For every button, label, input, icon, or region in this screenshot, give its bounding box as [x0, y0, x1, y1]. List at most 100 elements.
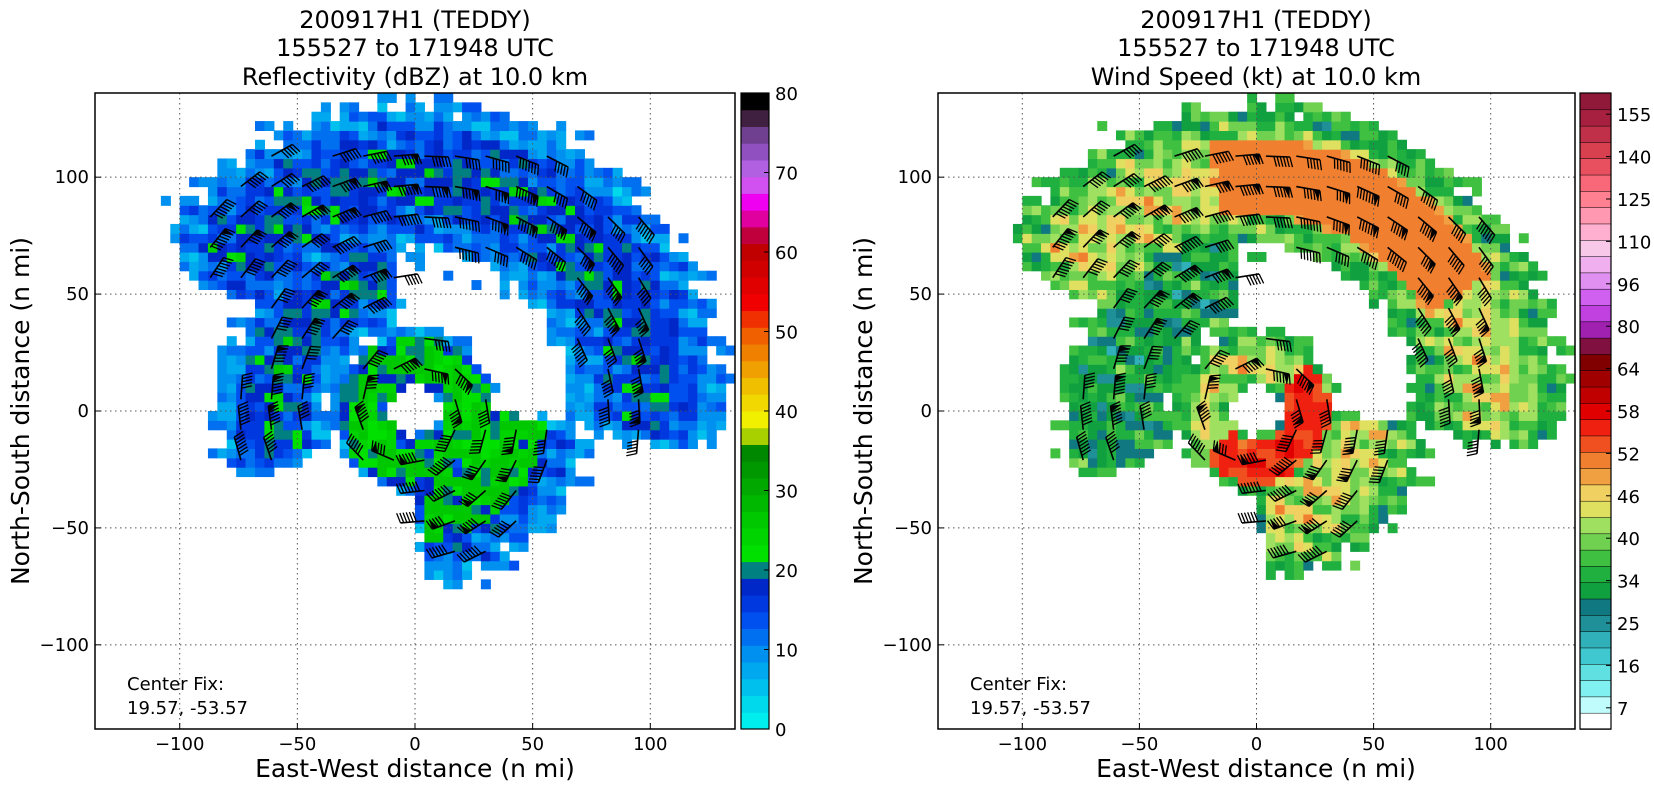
field-cell — [631, 280, 642, 291]
wind-barb-feather — [1114, 378, 1126, 383]
wind-barb-shaft — [1204, 296, 1227, 309]
field-cell — [697, 411, 708, 421]
field-cell — [1340, 177, 1351, 188]
field-cell — [1509, 280, 1520, 291]
field-cell — [1406, 467, 1417, 478]
wind-barb-feather — [614, 297, 623, 307]
wind-barb-feather — [1196, 207, 1204, 217]
field-cell — [603, 345, 614, 356]
field-cell — [302, 317, 313, 328]
wind-barb-shaft — [301, 233, 323, 248]
wind-barb-shaft — [515, 246, 538, 261]
field-cell — [433, 382, 444, 393]
field-cell — [1350, 532, 1361, 543]
field-cell — [1209, 354, 1220, 365]
wind-barb-feather — [560, 262, 567, 273]
field-cell — [198, 261, 209, 272]
field-cell — [320, 270, 331, 281]
field-cell — [1219, 139, 1229, 150]
field-cell — [1181, 195, 1192, 206]
wind-barb-feather — [316, 236, 326, 245]
wind-barb-feather — [259, 171, 269, 179]
field-cell — [1293, 177, 1304, 188]
field-cell — [367, 401, 378, 412]
field-cell — [320, 121, 331, 132]
wind-barb-feather — [1182, 300, 1193, 308]
wind-barb-shaft — [1075, 436, 1084, 461]
field-cell — [1303, 130, 1314, 141]
wind-barb — [332, 177, 362, 193]
wind-barb-feather — [1127, 205, 1137, 214]
wind-barb — [301, 345, 321, 370]
field-cell — [198, 280, 209, 291]
wind-barb-feather — [1128, 147, 1137, 156]
field-cell — [405, 373, 416, 384]
wind-barb-feather — [635, 354, 645, 362]
field-cell — [198, 177, 209, 188]
field-cell — [1406, 261, 1417, 272]
wind-barb-feather — [471, 251, 474, 262]
field-cell — [499, 485, 510, 496]
wind-barb — [393, 213, 423, 227]
wind-barb — [240, 229, 267, 248]
field-cell — [1293, 495, 1304, 506]
wind-barb-shaft — [1112, 375, 1117, 400]
wind-barb-feather — [441, 217, 446, 229]
field-cell — [1106, 382, 1117, 393]
wind-barb — [1143, 372, 1157, 400]
field-cell — [1500, 364, 1511, 375]
field-cell — [396, 345, 407, 356]
field-cell — [669, 439, 680, 450]
field-cell — [189, 233, 200, 244]
wind-barb-feather — [397, 216, 404, 227]
field-cell — [1331, 467, 1342, 478]
wind-barb-feather — [1090, 238, 1101, 245]
field-cell — [1219, 308, 1229, 319]
field-cell — [462, 130, 473, 141]
field-cell — [678, 298, 689, 309]
wind-barb — [1173, 319, 1201, 340]
field-cell — [1144, 345, 1155, 356]
field-cell — [452, 429, 463, 440]
field-cell — [443, 177, 454, 188]
wind-barb-feather — [253, 260, 264, 266]
field-cell — [1115, 186, 1126, 197]
field-cell — [1153, 149, 1164, 160]
field-cell — [537, 420, 548, 431]
wind-barb-feather — [1208, 383, 1219, 386]
wind-barb-feather — [1210, 374, 1221, 377]
field-cell — [1481, 214, 1492, 225]
field-cell — [471, 167, 482, 178]
wind-barb-feather — [444, 217, 449, 229]
wind-barb-feather — [290, 202, 300, 210]
wind-barb — [630, 368, 644, 398]
colorbar-segment — [741, 93, 769, 111]
field-cell — [1350, 139, 1361, 150]
wind-barb — [1105, 430, 1120, 461]
field-cell — [358, 467, 369, 478]
field-cell — [1181, 158, 1192, 169]
wind-barb-feather — [534, 227, 539, 239]
field-cell — [1368, 429, 1379, 440]
field-cell — [217, 186, 228, 197]
wind-barb-feather — [1153, 181, 1162, 190]
field-cell — [1219, 354, 1229, 365]
field-cell — [1518, 354, 1529, 365]
field-cell — [358, 177, 369, 188]
field-cell — [1247, 326, 1258, 337]
field-cell — [255, 345, 266, 356]
field-cell — [1312, 495, 1323, 506]
wind-barb-feather — [1112, 420, 1123, 426]
wind-barb-feather — [1196, 177, 1204, 188]
field-cell — [396, 242, 407, 253]
field-cell — [226, 364, 237, 375]
field-cell — [622, 177, 633, 188]
wind-barb-feather — [641, 295, 650, 304]
field-cell — [349, 429, 360, 440]
wind-barb-feather — [236, 440, 247, 447]
field-cell — [1265, 560, 1276, 571]
field-cell — [1331, 233, 1342, 244]
field-cell — [565, 261, 576, 272]
field-cell — [226, 317, 237, 328]
field-cell — [584, 214, 595, 225]
